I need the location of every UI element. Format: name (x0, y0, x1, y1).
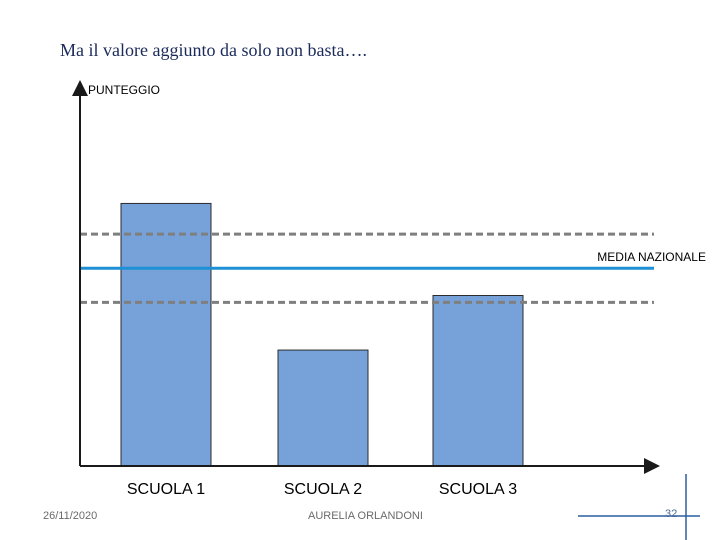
labels-layer: SCUOLA 1 SCUOLA 2 SCUOLA 3 MEDIA NAZIONALE P… (88, 83, 706, 498)
category-label-1: SCUOLA 1 (127, 481, 205, 498)
bar-2 (277, 349, 369, 467)
national-average-label: MEDIA NAZIONALE (597, 250, 706, 264)
bars-layer (120, 202, 524, 467)
y-axis-label: PUNTEGGIO (88, 83, 160, 97)
footer-date: 26/11/2020 (43, 510, 98, 522)
page-number: 32 (665, 508, 678, 520)
reference-lines-layer (80, 232, 654, 304)
category-label-3: SCUOLA 3 (439, 481, 517, 498)
footer-author: AURELIA ORLANDONI (308, 510, 423, 522)
bar-1 (120, 202, 212, 467)
slide-title: Ma il valore aggiunto da solo non basta…… (60, 40, 367, 60)
decor-layer (578, 474, 700, 540)
category-label-2: SCUOLA 2 (284, 481, 362, 498)
bar-3 (432, 295, 524, 467)
axes-layer (72, 80, 660, 474)
